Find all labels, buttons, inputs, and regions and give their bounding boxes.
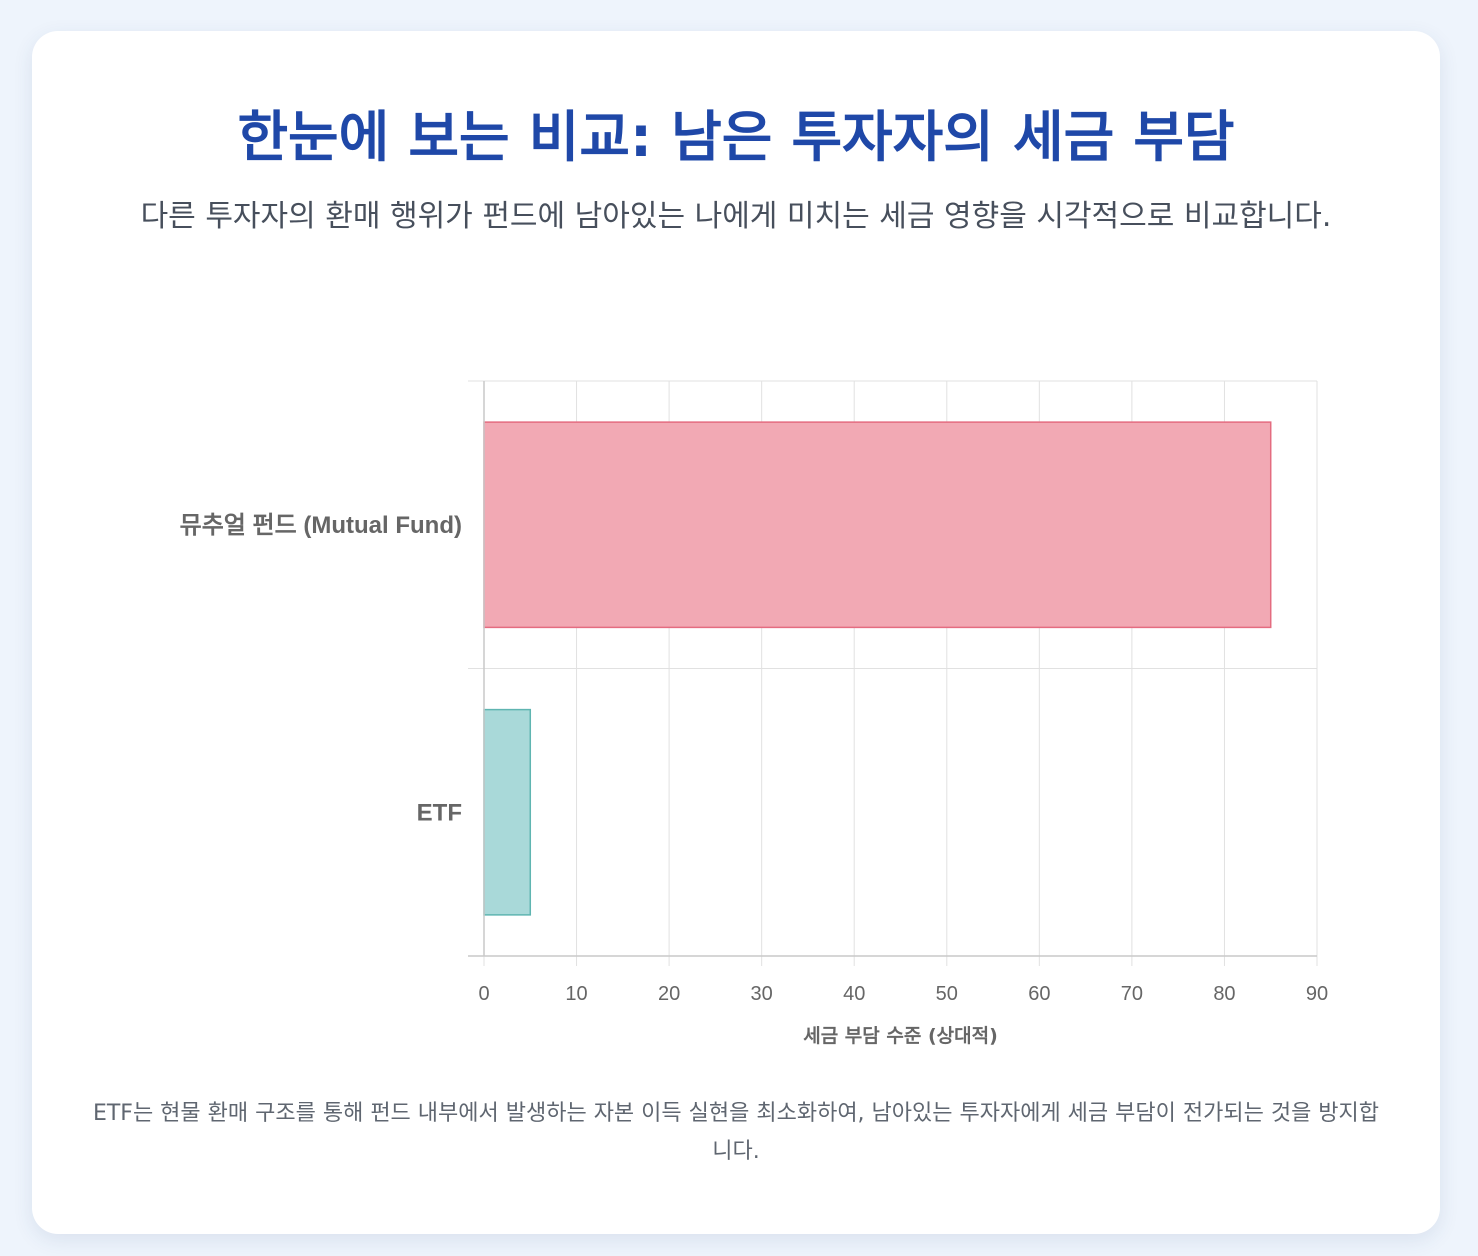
x-tick-label: 50 — [936, 983, 958, 1005]
y-tick-label: ETF — [417, 799, 462, 826]
footnote: ETF는 현물 환매 구조를 통해 펀드 내부에서 발생하는 자본 이득 실현을… — [92, 1101, 1380, 1164]
x-tick-label: 30 — [751, 983, 773, 1005]
axes — [468, 381, 1317, 957]
x-tick-label: 0 — [478, 983, 489, 1005]
bars — [483, 421, 1272, 916]
x-tick-label: 60 — [1028, 983, 1050, 1005]
x-tick-label: 10 — [565, 983, 587, 1005]
x-tick-label: 90 — [1306, 983, 1328, 1005]
y-axis-ticks: 뮤추얼 펀드 (Mutual Fund) ETF — [180, 512, 462, 827]
x-tick-label: 20 — [658, 983, 680, 1005]
x-tick-label: 70 — [1121, 983, 1143, 1005]
bar-chart: 뮤추얼 펀드 (Mutual Fund) ETF 0 10 20 30 40 50 60 70 8… — [180, 380, 1328, 1047]
bar-0 — [483, 421, 1272, 629]
bar-1 — [483, 708, 532, 916]
chart-card: 한눈에 보는 비교: 남은 투자자의 세금 부담 다른 투자자의 환매 행위가 … — [32, 31, 1440, 1234]
page-subtitle: 다른 투자자의 환매 행위가 펀드에 남아있는 나에게 미치는 세금 영향을 시… — [140, 199, 1332, 234]
x-tick-label: 80 — [1213, 983, 1235, 1005]
x-axis-label: 세금 부담 수준 (상대적) — [803, 1025, 998, 1047]
y-tick-label: 뮤추얼 펀드 (Mutual Fund) — [180, 512, 462, 539]
x-axis-ticks: 0 10 20 30 40 50 60 70 80 90 — [478, 983, 1328, 1005]
page-title: 한눈에 보는 비교: 남은 투자자의 세금 부담 — [237, 105, 1235, 169]
x-tick-label: 40 — [843, 983, 865, 1005]
